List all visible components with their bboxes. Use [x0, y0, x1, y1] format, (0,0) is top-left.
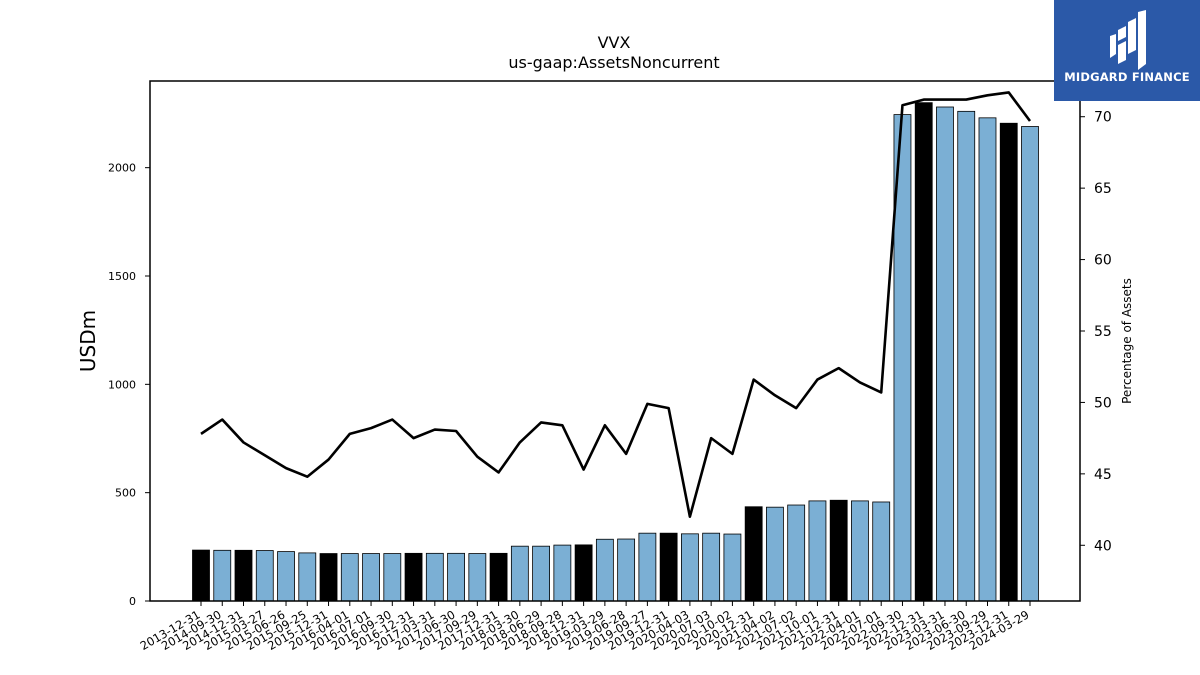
bar — [595, 538, 614, 602]
bar — [489, 552, 508, 602]
bar-series — [192, 102, 1039, 602]
y-tick-label: 2000 — [108, 162, 136, 175]
bar — [510, 545, 529, 602]
percentage-line — [200, 91, 1032, 519]
bar — [957, 110, 976, 602]
midgard-finance-logo: MIDGARD FINANCE — [1054, 0, 1200, 101]
percentage-line-series — [200, 91, 1032, 519]
y-tick-label: 1500 — [108, 270, 136, 283]
y-tick-label: 500 — [115, 487, 136, 500]
bar — [468, 553, 487, 602]
bar — [404, 552, 423, 602]
tick-labels: 0500100015002000404550556065702013-12-31… — [108, 110, 1112, 653]
logo-mark-icon — [1110, 10, 1146, 70]
bar — [213, 549, 232, 602]
bar — [851, 500, 869, 602]
bar — [999, 122, 1018, 602]
bar — [340, 553, 359, 602]
chart-subtitle: us-gaap:AssetsNoncurrent — [508, 53, 719, 72]
bar — [319, 553, 338, 602]
bar — [829, 499, 848, 602]
y2-tick-label: 60 — [1094, 253, 1112, 269]
y2-tick-label: 65 — [1094, 181, 1112, 197]
bar — [659, 532, 678, 602]
bar — [766, 506, 784, 602]
y-axis-label: USDm — [76, 310, 100, 372]
bar — [978, 117, 997, 602]
y-tick-label: 1000 — [108, 378, 136, 391]
bar — [638, 532, 657, 602]
axes — [145, 80, 1085, 606]
y2-tick-label: 55 — [1094, 324, 1112, 340]
bar — [1021, 126, 1039, 602]
bar — [277, 551, 295, 602]
y2-axis-label: Percentage of Assets — [1120, 278, 1134, 404]
bar — [234, 549, 253, 602]
bar — [872, 501, 891, 602]
chart-title: VVX — [598, 33, 631, 52]
bar — [192, 549, 210, 602]
bar — [744, 506, 763, 602]
bar — [425, 552, 444, 602]
bar — [936, 106, 954, 602]
bar — [787, 504, 806, 602]
bar — [702, 532, 721, 602]
bar — [553, 544, 572, 602]
bar — [723, 533, 742, 602]
y2-tick-label: 45 — [1094, 467, 1112, 483]
bar — [617, 538, 636, 602]
y2-tick-label: 50 — [1094, 395, 1112, 411]
brand-name: MIDGARD FINANCE — [1064, 70, 1190, 84]
bar — [532, 545, 550, 602]
y2-tick-label: 70 — [1094, 110, 1112, 126]
bar — [255, 550, 274, 602]
bar — [681, 533, 699, 602]
bar — [298, 552, 317, 602]
bar — [383, 553, 402, 602]
y-tick-label: 0 — [129, 595, 136, 608]
plot-frame — [149, 80, 1081, 602]
bar — [362, 553, 380, 602]
bar — [914, 102, 933, 602]
y2-tick-label: 40 — [1094, 538, 1112, 554]
bar — [808, 500, 827, 602]
bar — [447, 552, 465, 602]
bar — [574, 544, 593, 602]
